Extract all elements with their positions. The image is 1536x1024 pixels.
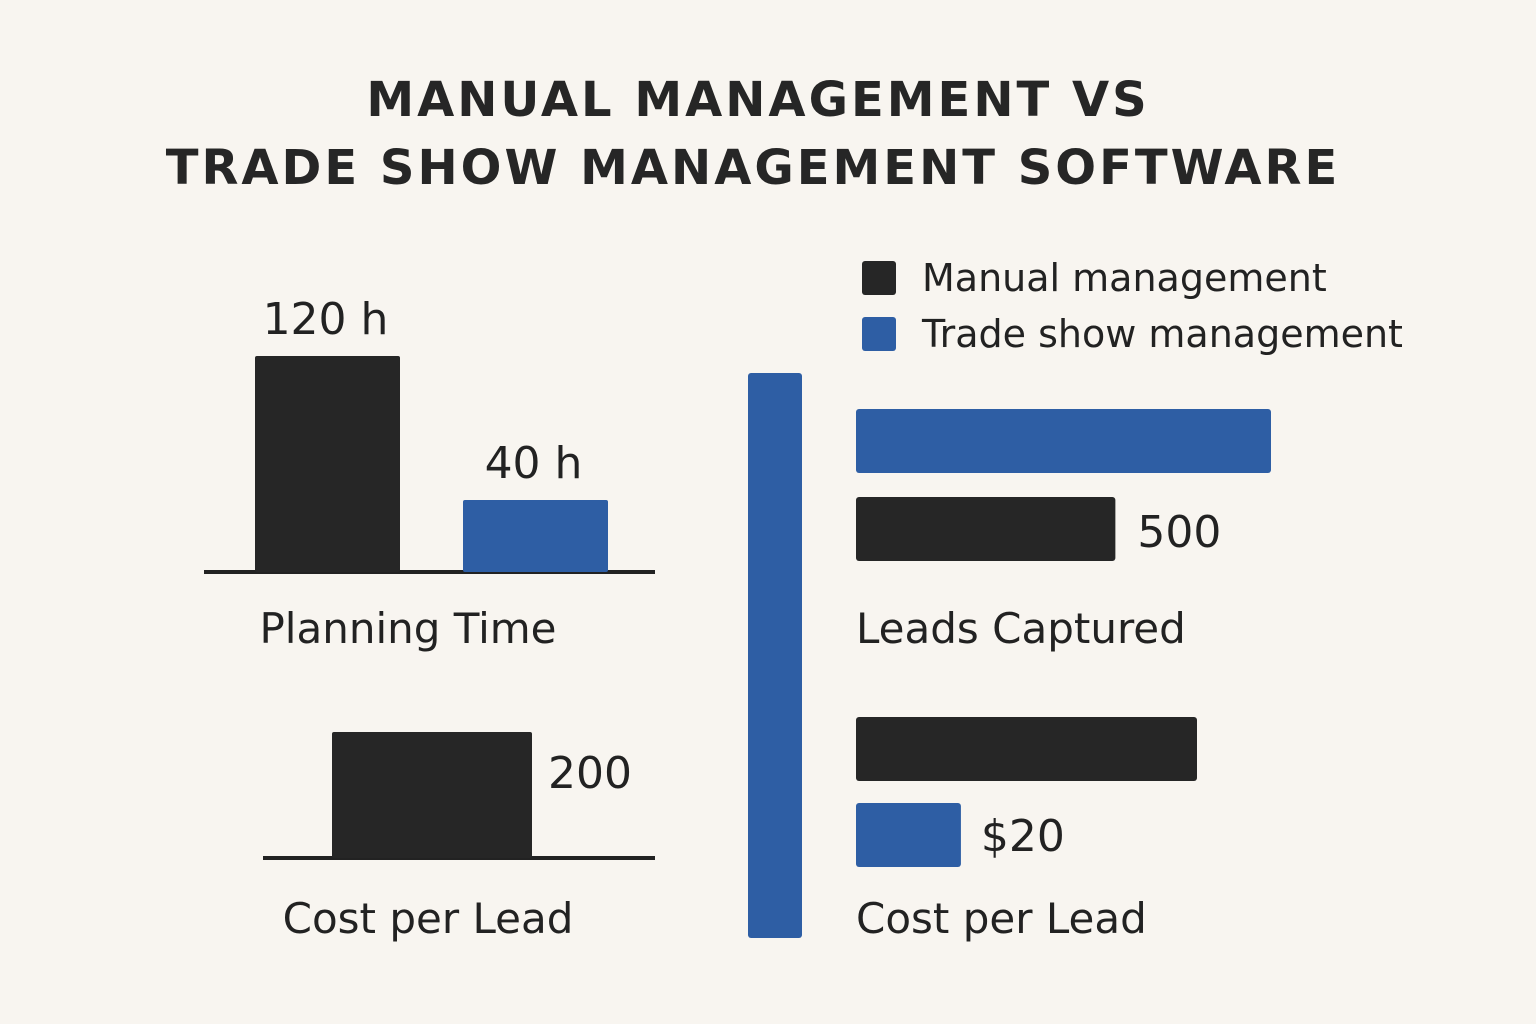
cost-per-lead-right-axis-label: Cost per Lead [856, 894, 1147, 943]
cost-per-lead-left-value-label: 200 [548, 748, 632, 799]
legend-item-manual: Manual management [862, 250, 1403, 306]
leads-captured-value-label-manual: 500 [1137, 507, 1221, 558]
leads-captured-bar-software [856, 409, 1271, 473]
chart-title-line-2: TRADE SHOW MANAGEMENT SOFTWARE [165, 140, 1341, 196]
legend-swatch-manual [862, 261, 896, 295]
divider-bar [748, 373, 802, 938]
cost-per-lead-right-bar-manual [856, 717, 1197, 781]
cost-per-lead-right-value-label-software: $20 [981, 811, 1065, 862]
legend-label-software: Trade show management [922, 312, 1403, 356]
cost-per-lead-left-axis-label: Cost per Lead [283, 894, 574, 943]
planning-time-bar-software [463, 500, 608, 572]
legend: Manual management Trade show management [862, 250, 1403, 362]
planning-time-value-label-manual: 120 h [263, 294, 389, 345]
legend-label-manual: Manual management [922, 256, 1327, 300]
chart-title-line-1: MANUAL MANAGEMENT VS [366, 72, 1150, 128]
legend-swatch-software [862, 317, 896, 351]
planning-time-axis-label: Planning Time [259, 604, 556, 653]
planning-time-value-label-software: 40 h [485, 438, 583, 489]
leads-captured-bar-manual [856, 497, 1116, 561]
leads-captured-axis-label: Leads Captured [856, 604, 1186, 653]
planning-time-bar-manual [255, 356, 400, 572]
cost-per-lead-left-bar-manual [332, 732, 532, 858]
cost-per-lead-right-bar-software [856, 803, 961, 867]
legend-item-software: Trade show management [862, 306, 1403, 362]
